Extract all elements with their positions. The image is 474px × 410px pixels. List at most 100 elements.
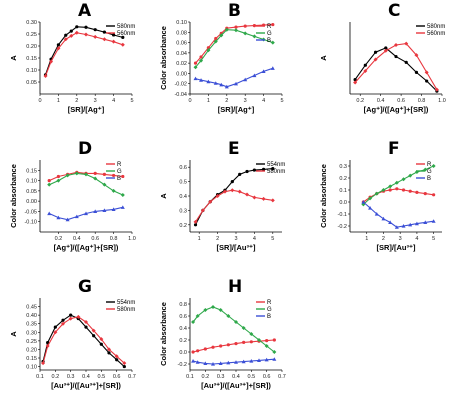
data-point-d-r <box>121 174 125 179</box>
x-tick-label-c: 0.4 <box>377 98 385 104</box>
y-tick-label-f: -0.2 <box>338 224 347 230</box>
series-line-g-580nm <box>42 316 125 364</box>
panel-d: D 0.2 0.4 0.6 0.8 1.0 -0.10 -0.05 0.00 0.05 0.10 0.… <box>9 139 136 252</box>
y-axis-label-a: A <box>9 55 18 61</box>
data-point-b-r <box>193 61 198 65</box>
x-tick-label-e: 3 <box>234 236 237 242</box>
data-point-b-g <box>243 31 248 36</box>
data-point-h-g <box>264 344 269 348</box>
x-tick-label-f: 5 <box>432 236 435 242</box>
y-tick-label-a: 0.20 <box>26 44 37 50</box>
data-point-h-g <box>191 320 196 324</box>
data-point-d-r <box>112 173 116 178</box>
y-tick-label-e: 0.5 <box>179 180 187 186</box>
x-tick-label-d: 0.8 <box>110 236 118 242</box>
y-tick-label-a: 0.10 <box>26 68 37 74</box>
data-point-c-580nm <box>394 54 398 59</box>
data-point-g-580nm <box>53 330 58 335</box>
data-point-f-b <box>388 220 393 224</box>
data-point-g-580nm <box>84 320 88 324</box>
panel-label-h: H <box>228 277 242 297</box>
series-line-e-554nm <box>195 168 273 226</box>
y-tick-label-g: 0.25 <box>26 339 37 345</box>
data-point-d-g <box>93 176 98 181</box>
data-point-g-554nm <box>84 325 88 329</box>
y-tick-label-e: 0.2 <box>179 223 187 229</box>
data-point-d-g <box>102 182 107 187</box>
y-tick-label-g: 0.20 <box>26 347 37 353</box>
data-point-a-560nm <box>49 59 54 64</box>
legend-label-a: 560nm <box>117 31 135 37</box>
x-axis-label-g: [Au³⁺]/([Au³⁺]+[SR]) <box>51 381 121 390</box>
y-tick-label-f: 0.0 <box>339 200 347 206</box>
data-point-d-b <box>111 207 116 211</box>
data-point-c-580nm <box>353 78 357 82</box>
data-point-e-580nm <box>245 192 250 197</box>
data-point-b-g <box>213 39 218 44</box>
panel-h: H 0.1 0.2 0.3 0.4 0.5 0.6 0.7 -0.2 0.0 0.2 0.4 0.6 0.… <box>159 277 286 390</box>
data-point-b-b <box>234 81 238 86</box>
data-point-e-580nm <box>252 195 257 200</box>
data-point-b-g <box>206 48 211 53</box>
data-point-h-r <box>219 344 223 348</box>
data-point-f-b <box>381 216 386 221</box>
data-point-f-r <box>388 188 392 192</box>
x-tick-label-h: 0.7 <box>278 374 286 380</box>
data-point-a-580nm <box>75 25 79 29</box>
panel-label-e: E <box>228 139 240 159</box>
y-tick-label-g: 0.10 <box>26 365 37 371</box>
data-point-h-b <box>203 361 208 365</box>
data-point-b-g <box>224 27 229 32</box>
data-point-h-r <box>191 350 195 354</box>
x-tick-label-e: 2 <box>216 236 219 242</box>
data-point-h-r <box>196 349 200 353</box>
data-point-h-g <box>249 332 254 336</box>
x-tick-label-e: 5 <box>271 236 274 242</box>
x-tick-label-g: 0.1 <box>36 374 44 380</box>
x-axis-label-b: [SR]/[Ag⁺] <box>218 105 255 114</box>
data-point-h-r <box>272 338 276 342</box>
data-point-b-b <box>219 82 224 87</box>
data-point-g-554nm <box>61 318 65 322</box>
data-point-c-560nm <box>363 68 368 73</box>
x-tick-label-d: 1.0 <box>128 236 136 242</box>
data-point-a-560nm <box>43 74 48 78</box>
data-point-d-b <box>120 205 125 209</box>
panel-label-g: G <box>78 277 92 297</box>
y-tick-label-b: -0.04 <box>174 92 187 98</box>
data-point-e-580nm <box>230 188 235 193</box>
series-line-f-g <box>363 165 434 205</box>
y-tick-label-d: 0.10 <box>26 179 37 185</box>
data-point-f-r <box>408 189 412 193</box>
x-tick-label-g: 0.3 <box>67 374 75 380</box>
x-axis-label-d: [Ag⁺]/([Ag⁺]+[SR]) <box>54 243 119 252</box>
panel-label-c: C <box>388 1 400 21</box>
data-point-c-560nm <box>434 87 439 92</box>
data-point-e-554nm <box>262 167 266 171</box>
data-point-f-g <box>368 196 373 201</box>
legend-label-c: 580nm <box>427 24 445 30</box>
data-point-a-560nm <box>84 32 88 37</box>
data-point-a-580nm <box>112 33 116 37</box>
data-point-d-r <box>93 171 97 175</box>
data-point-e-580nm <box>208 199 213 204</box>
data-point-b-g <box>270 40 275 45</box>
y-tick-label-a: 0.15 <box>26 56 37 62</box>
data-point-a-560nm <box>102 37 107 42</box>
x-tick-label-b: 0 <box>188 98 191 104</box>
y-tick-label-h: 0.6 <box>179 314 187 320</box>
data-point-d-r <box>56 174 61 179</box>
data-point-c-580nm <box>425 79 429 83</box>
data-point-g-554nm <box>92 334 96 338</box>
x-tick-label-g: 0.2 <box>52 374 60 380</box>
y-tick-label-d: 0.15 <box>26 168 37 174</box>
x-tick-label-h: 0.2 <box>202 374 210 380</box>
data-point-a-580nm <box>69 29 73 33</box>
data-point-d-b <box>84 211 88 216</box>
data-point-a-560nm <box>74 30 79 35</box>
x-tick-label-h: 0.6 <box>263 374 271 380</box>
data-point-b-r <box>214 36 218 41</box>
data-point-f-r <box>432 193 436 197</box>
data-point-h-g <box>257 338 261 342</box>
x-tick-label-g: 0.5 <box>98 374 106 380</box>
